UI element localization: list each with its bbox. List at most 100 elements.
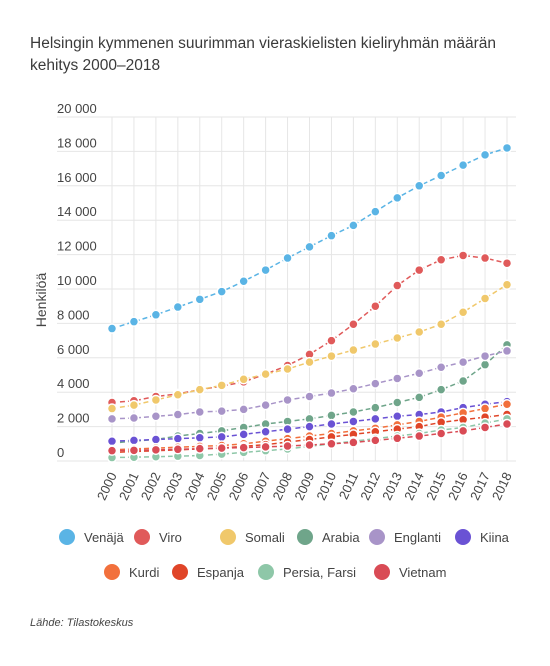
legend-label: Englanti — [394, 530, 441, 545]
x-tick-label: 2010 — [313, 470, 339, 503]
x-tick-label: 2017 — [467, 470, 493, 503]
data-point — [238, 276, 249, 287]
data-point — [392, 397, 403, 408]
legend-swatch — [258, 564, 274, 580]
data-point — [260, 264, 271, 276]
data-point — [413, 368, 425, 379]
legend-label: Persia, Farsi — [283, 565, 356, 580]
data-point — [106, 435, 118, 447]
data-point — [392, 280, 403, 291]
data-point — [194, 443, 206, 454]
data-point — [304, 356, 315, 368]
data-point — [413, 430, 425, 442]
data-point — [435, 428, 447, 439]
data-point — [501, 257, 513, 269]
x-tick-label: 2004 — [182, 470, 208, 503]
data-point — [194, 294, 206, 305]
data-point — [435, 254, 447, 266]
data-point — [150, 444, 162, 456]
legend-swatch — [134, 529, 150, 545]
data-point — [260, 441, 271, 453]
data-point — [348, 220, 359, 231]
chart-title: Helsingin kymmenen suurimman vieraskieli… — [30, 35, 497, 74]
data-point — [106, 445, 118, 456]
data-point — [479, 422, 491, 433]
source-note: Lähde: Tilastokeskus — [30, 617, 134, 629]
data-point — [479, 403, 491, 414]
x-tick-label: 2012 — [357, 470, 383, 503]
x-axis-ticks: 2000200120022003200420052006200720082009… — [94, 470, 515, 503]
x-tick-label: 2005 — [204, 470, 230, 503]
data-point — [370, 300, 381, 312]
data-point — [172, 409, 184, 420]
data-point — [370, 338, 381, 350]
data-point — [413, 180, 425, 192]
data-point — [194, 406, 206, 418]
legend-swatch — [374, 564, 390, 580]
data-point — [457, 425, 469, 437]
legend-label: Arabia — [322, 530, 360, 545]
legend-label: Kiina — [480, 530, 510, 545]
y-tick-label: 20 000 — [57, 101, 97, 116]
data-point — [392, 411, 403, 422]
data-point — [128, 445, 140, 456]
data-point — [501, 345, 513, 357]
data-point — [435, 362, 447, 373]
data-point — [260, 399, 271, 411]
data-point — [282, 252, 293, 264]
grid-lines — [57, 116, 516, 462]
data-point — [457, 159, 469, 171]
data-point — [106, 323, 118, 334]
legend-label: Espanja — [197, 565, 245, 580]
data-point — [304, 241, 315, 253]
x-tick-label: 2018 — [489, 470, 515, 503]
legend-swatch — [59, 529, 75, 545]
data-point — [348, 437, 359, 448]
data-point — [304, 391, 315, 402]
y-tick-label: 16 000 — [57, 170, 97, 185]
data-point — [326, 335, 337, 346]
y-tick-label: 8 000 — [57, 307, 90, 322]
data-point — [216, 431, 227, 443]
legend-label: Viro — [159, 530, 182, 545]
data-point — [282, 423, 293, 435]
data-point — [150, 411, 162, 422]
data-point — [194, 384, 206, 395]
data-point — [370, 206, 381, 217]
y-tick-label: 2 000 — [57, 411, 90, 426]
data-point — [413, 264, 425, 276]
y-axis-label: Henkilöä — [33, 273, 49, 328]
data-point — [326, 387, 337, 399]
legend-swatch — [369, 529, 385, 545]
data-point — [370, 402, 381, 413]
data-point — [501, 418, 513, 430]
data-point — [216, 380, 227, 391]
data-point — [457, 375, 469, 387]
data-point — [326, 418, 337, 430]
data-point — [172, 444, 184, 455]
x-tick-label: 2007 — [248, 470, 274, 503]
data-point — [128, 435, 140, 446]
legend-label: Venäjä — [84, 530, 125, 545]
legend-label: Vietnam — [399, 565, 446, 580]
x-tick-label: 2009 — [291, 470, 317, 503]
data-point — [172, 389, 184, 401]
data-point — [457, 250, 469, 261]
data-point — [304, 421, 315, 432]
y-tick-label: 12 000 — [57, 239, 97, 254]
data-point — [260, 368, 271, 380]
data-point — [479, 350, 491, 362]
data-point — [392, 332, 403, 344]
x-tick-label: 2000 — [94, 470, 120, 503]
data-point — [260, 426, 271, 438]
data-point — [392, 192, 403, 204]
x-tick-label: 2013 — [379, 470, 405, 503]
data-point — [501, 398, 513, 410]
data-point — [413, 392, 425, 403]
data-point — [392, 433, 403, 444]
data-point — [348, 416, 359, 427]
x-tick-label: 2001 — [116, 470, 142, 503]
data-point — [479, 293, 491, 304]
data-point — [501, 142, 513, 154]
